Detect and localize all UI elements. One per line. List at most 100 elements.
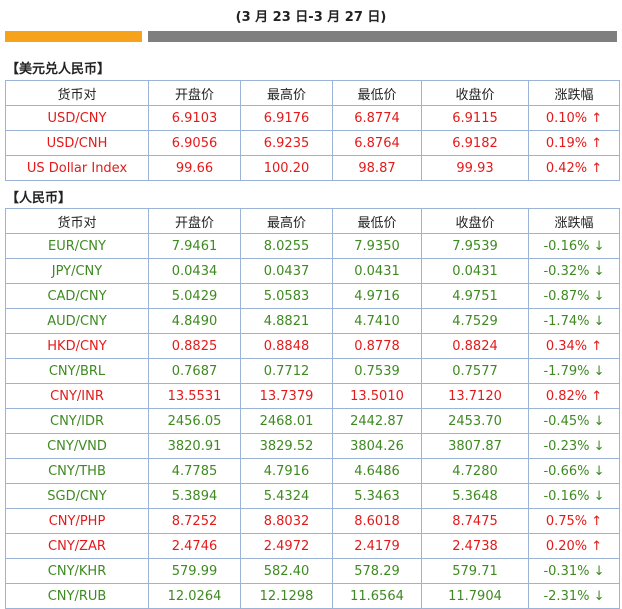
table-row: CNY/BRL 0.7687 0.7712 0.7539 0.7577 -1.79% ↓: [5, 358, 620, 384]
column-header: 收盘价: [421, 208, 529, 234]
currency-pair-cell: USD/CNY: [5, 105, 149, 131]
high-price-cell: 8.8032: [240, 508, 333, 534]
open-price-cell: 0.0434: [148, 258, 241, 284]
high-price-cell: 3829.52: [240, 433, 333, 459]
arrow-down-icon: ↓: [593, 488, 605, 504]
high-price-cell: 582.40: [240, 558, 333, 584]
low-price-cell: 2.4179: [332, 533, 422, 559]
arrow-up-icon: ↑: [591, 513, 603, 529]
table-row: CNY/ZAR 2.4746 2.4972 2.4179 2.4738 0.20% ↑: [5, 533, 620, 559]
rmb-table: 货币对 开盘价 最高价 最低价 收盘价 涨跌幅 EUR/CNY 7.9461 8.0255 7.…: [5, 208, 620, 609]
change-percent: -2.31%: [543, 588, 590, 604]
high-price-cell: 6.9176: [240, 105, 333, 131]
change-cell: 0.34% ↑: [528, 333, 620, 359]
change-percent: -1.79%: [543, 363, 590, 379]
close-price-cell: 579.71: [421, 558, 529, 584]
table-row: JPY/CNY 0.0434 0.0437 0.0431 0.0431 -0.32% ↓: [5, 258, 620, 284]
change-cell: -0.66% ↓: [528, 458, 620, 484]
column-header: 收盘价: [421, 80, 529, 106]
high-price-cell: 100.20: [240, 155, 333, 181]
open-price-cell: 12.0264: [148, 583, 241, 609]
divider-bar: [148, 31, 617, 42]
change-percent: 0.82%: [545, 388, 588, 404]
close-price-cell: 2453.70: [421, 408, 529, 434]
currency-pair-cell: CNY/RUB: [5, 583, 149, 609]
open-price-cell: 6.9056: [148, 130, 241, 156]
open-price-cell: 5.0429: [148, 283, 241, 309]
column-header: 货币对: [5, 80, 149, 106]
open-price-cell: 7.9461: [148, 233, 241, 259]
usd-section-title: 【美元兑人民币】: [6, 62, 111, 77]
change-cell: -0.31% ↓: [528, 558, 620, 584]
low-price-cell: 13.5010: [332, 383, 422, 409]
low-price-cell: 0.7539: [332, 358, 422, 384]
high-price-cell: 5.0583: [240, 283, 333, 309]
open-price-cell: 4.7785: [148, 458, 241, 484]
high-price-cell: 0.8848: [240, 333, 333, 359]
high-price-cell: 6.9235: [240, 130, 333, 156]
change-percent: 0.19%: [545, 135, 588, 151]
low-price-cell: 0.0431: [332, 258, 422, 284]
change-cell: -0.32% ↓: [528, 258, 620, 284]
arrow-down-icon: ↓: [593, 563, 605, 579]
arrow-up-icon: ↑: [591, 338, 603, 354]
low-price-cell: 3804.26: [332, 433, 422, 459]
change-percent: -0.23%: [543, 438, 590, 454]
table-row: AUD/CNY 4.8490 4.8821 4.7410 4.7529 -1.74% ↓: [5, 308, 620, 334]
open-price-cell: 13.5531: [148, 383, 241, 409]
high-price-cell: 0.7712: [240, 358, 333, 384]
high-price-cell: 13.7379: [240, 383, 333, 409]
close-price-cell: 4.9751: [421, 283, 529, 309]
rmb-section-title: 【人民币】: [6, 191, 72, 206]
table-header-row: 货币对 开盘价 最高价 最低价 收盘价 涨跌幅: [5, 208, 620, 234]
table-row: CNY/THB 4.7785 4.7916 4.6486 4.7280 -0.66% ↓: [5, 458, 620, 484]
currency-pair-cell: CNY/THB: [5, 458, 149, 484]
column-header: 货币对: [5, 208, 149, 234]
column-header: 最低价: [332, 80, 422, 106]
low-price-cell: 8.6018: [332, 508, 422, 534]
high-price-cell: 2.4972: [240, 533, 333, 559]
open-price-cell: 99.66: [148, 155, 241, 181]
table-row: HKD/CNY 0.8825 0.8848 0.8778 0.8824 0.34% ↑: [5, 333, 620, 359]
change-percent: -0.32%: [543, 263, 590, 279]
open-price-cell: 0.7687: [148, 358, 241, 384]
currency-pair-cell: AUD/CNY: [5, 308, 149, 334]
low-price-cell: 11.6564: [332, 583, 422, 609]
close-price-cell: 4.7280: [421, 458, 529, 484]
arrow-down-icon: ↓: [593, 438, 605, 454]
change-percent: -0.66%: [543, 463, 590, 479]
currency-pair-cell: CNY/KHR: [5, 558, 149, 584]
column-header: 开盘价: [148, 208, 241, 234]
currency-pair-cell: CNY/BRL: [5, 358, 149, 384]
table-row: EUR/CNY 7.9461 8.0255 7.9350 7.9539 -0.16% ↓: [5, 233, 620, 259]
high-price-cell: 2468.01: [240, 408, 333, 434]
column-header: 最高价: [240, 80, 333, 106]
low-price-cell: 4.7410: [332, 308, 422, 334]
change-percent: 0.10%: [545, 110, 588, 126]
date-range: (3 月 23 日-3 月 27 日): [235, 10, 387, 25]
close-price-cell: 13.7120: [421, 383, 529, 409]
table-row: CNY/IDR 2456.05 2468.01 2442.87 2453.70 -0.45…: [5, 408, 620, 434]
change-cell: 0.20% ↑: [528, 533, 620, 559]
change-cell: 0.10% ↑: [528, 105, 620, 131]
high-price-cell: 4.8821: [240, 308, 333, 334]
high-price-cell: 0.0437: [240, 258, 333, 284]
currency-pair-cell: HKD/CNY: [5, 333, 149, 359]
close-price-cell: 6.9182: [421, 130, 529, 156]
open-price-cell: 4.8490: [148, 308, 241, 334]
table-row: SGD/CNY 5.3894 5.4324 5.3463 5.3648 -0.16% ↓: [5, 483, 620, 509]
low-price-cell: 4.6486: [332, 458, 422, 484]
change-percent: -1.74%: [543, 313, 590, 329]
table-row: CNY/KHR 579.99 582.40 578.29 579.71 -0.31% ↓: [5, 558, 620, 584]
arrow-down-icon: ↓: [593, 463, 605, 479]
low-price-cell: 4.9716: [332, 283, 422, 309]
arrow-down-icon: ↓: [593, 413, 605, 429]
low-price-cell: 6.8764: [332, 130, 422, 156]
table-row: USD/CNY 6.9103 6.9176 6.8774 6.9115 0.10% ↑: [5, 105, 620, 131]
currency-pair-cell: EUR/CNY: [5, 233, 149, 259]
table-row: CNY/INR 13.5531 13.7379 13.5010 13.7120 0.82%…: [5, 383, 620, 409]
change-percent: 0.34%: [545, 338, 588, 354]
close-price-cell: 0.7577: [421, 358, 529, 384]
change-cell: -0.16% ↓: [528, 233, 620, 259]
change-percent: -0.16%: [543, 488, 590, 504]
